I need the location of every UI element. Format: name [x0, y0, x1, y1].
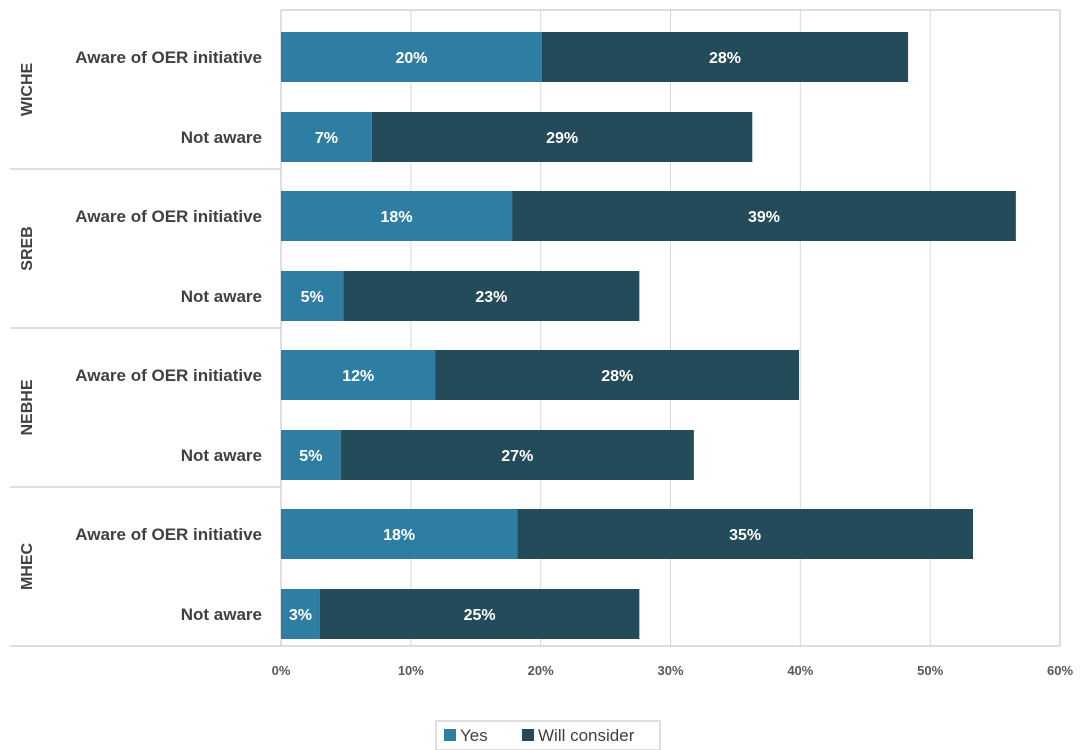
legend-swatch [522, 729, 534, 741]
data-label: 28% [709, 50, 741, 67]
data-label: 27% [501, 448, 533, 465]
data-label: 25% [464, 607, 496, 624]
group-label: WICHE [19, 63, 36, 117]
bar-segment [319, 589, 640, 639]
data-label: 18% [383, 527, 415, 544]
bar-segment [281, 32, 542, 82]
category-label: Aware of OER initiative [75, 48, 262, 67]
bar-segment [281, 350, 436, 400]
x-tick-label: 0% [272, 663, 291, 678]
bar-segment [281, 112, 372, 162]
x-tick-label: 50% [917, 663, 943, 678]
data-label: 20% [395, 50, 427, 67]
data-label: 39% [748, 209, 780, 226]
bar-segment [343, 271, 640, 321]
bar-segment [281, 589, 320, 639]
x-tick-label: 10% [398, 663, 424, 678]
bar-segment [541, 32, 909, 82]
bar-segment [517, 509, 974, 559]
bar-segment [512, 191, 1016, 241]
data-label: 18% [381, 209, 413, 226]
data-label: 7% [315, 130, 338, 147]
data-label: 28% [601, 368, 633, 385]
bar-segment [281, 430, 341, 480]
data-label: 3% [289, 607, 312, 624]
data-label: 35% [729, 527, 761, 544]
category-label: Aware of OER initiative [75, 525, 262, 544]
bar-segment [435, 350, 800, 400]
legend-frame [435, 720, 661, 750]
legend: Yes Will consider [435, 720, 661, 750]
group-label: NEBHE [19, 379, 36, 435]
x-tick-label: 30% [657, 663, 683, 678]
labels: 0% 10% 20% 30% 40% 50% 60% WICHE Aware of OER in… [19, 48, 1073, 678]
data-label: 5% [301, 289, 324, 306]
bar-segment [281, 509, 518, 559]
bar-segment [281, 271, 344, 321]
category-label: Not aware [181, 605, 262, 624]
legend-swatch [444, 729, 456, 741]
bars [281, 32, 1016, 639]
group-label: SREB [19, 226, 36, 270]
legend-label: Will consider [538, 726, 635, 745]
bar-segment [340, 430, 694, 480]
x-tick-label: 20% [528, 663, 554, 678]
x-tick-label: 60% [1047, 663, 1073, 678]
group-label: MHEC [19, 543, 36, 591]
data-label: 29% [546, 130, 578, 147]
data-label: 12% [342, 368, 374, 385]
legend-box: Yes Will consider [435, 720, 661, 750]
category-label: Aware of OER initiative [75, 366, 262, 385]
category-label: Not aware [181, 128, 262, 147]
data-label: 23% [475, 289, 507, 306]
category-label: Not aware [181, 446, 262, 465]
data-label: 5% [299, 448, 322, 465]
legend-label: Yes [460, 726, 488, 745]
bar-segment [281, 191, 513, 241]
bar-segment [371, 112, 753, 162]
x-tick-label: 40% [787, 663, 813, 678]
category-label: Aware of OER initiative [75, 207, 262, 226]
category-label: Not aware [181, 287, 262, 306]
